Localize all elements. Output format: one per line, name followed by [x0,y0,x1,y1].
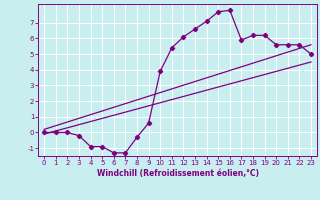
X-axis label: Windchill (Refroidissement éolien,°C): Windchill (Refroidissement éolien,°C) [97,169,259,178]
